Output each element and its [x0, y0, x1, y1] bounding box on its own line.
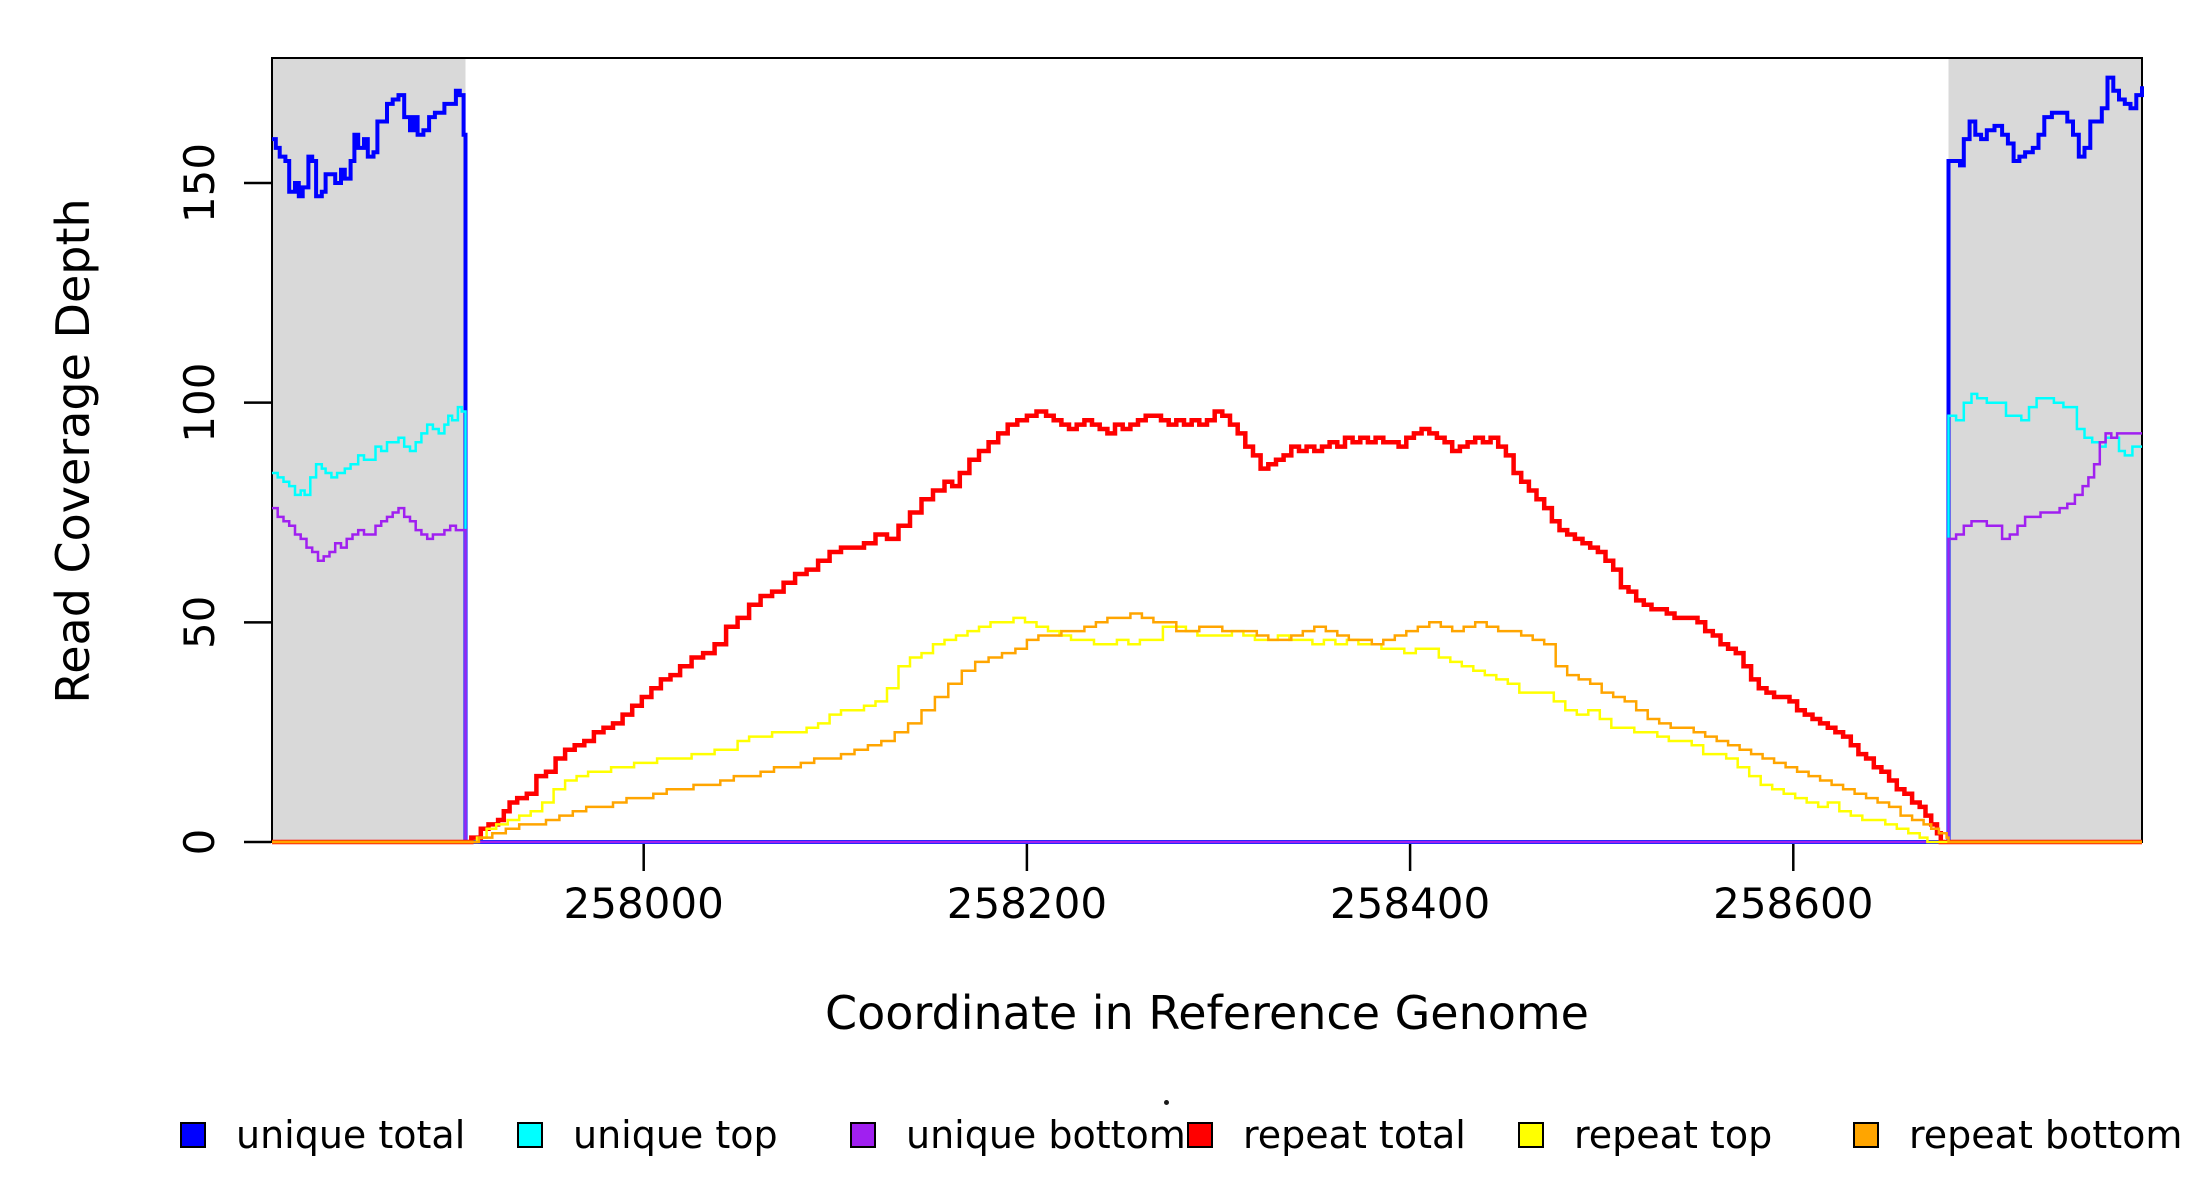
legend-item-unique-bottom: unique bottom: [850, 1113, 1186, 1157]
legend-item-unique-top: unique top: [517, 1113, 778, 1157]
legend-swatch-repeat-bottom: [1853, 1122, 1879, 1148]
x-tick-label: 258600: [1713, 879, 1873, 928]
y-tick-label: 100: [175, 363, 224, 443]
y-axis-title: Read Coverage Depth: [46, 198, 100, 704]
y-tick-label: 150: [175, 143, 224, 223]
y-tick-label: 50: [175, 596, 224, 649]
stray-dot-artifact: [1164, 1100, 1169, 1105]
legend-label-unique-bottom: unique bottom: [906, 1113, 1186, 1157]
series-unique-total: [272, 75, 2144, 844]
legend-label-unique-total: unique total: [236, 1113, 466, 1157]
legend-item-repeat-top: repeat top: [1518, 1113, 1773, 1157]
legend-swatch-repeat-top: [1518, 1122, 1544, 1148]
legend-item-repeat-total: repeat total: [1187, 1113, 1466, 1157]
legend-label-repeat-total: repeat total: [1243, 1113, 1466, 1157]
series-unique-top: [272, 392, 2142, 844]
y-tick-label: 0: [175, 829, 224, 856]
x-axis-title: Coordinate in Reference Genome: [825, 986, 1589, 1040]
x-tick-label: 258400: [1330, 879, 1490, 928]
series-repeat-total: [272, 409, 2142, 845]
legend-swatch-unique-total: [180, 1122, 206, 1148]
series-repeat-top: [272, 616, 2142, 844]
shaded-region-right: [1948, 58, 2142, 842]
legend: unique total unique top unique bottom repea…: [0, 1113, 2200, 1162]
legend-swatch-unique-top: [517, 1122, 543, 1148]
series-unique-bottom: [272, 432, 2142, 844]
plot-border: [271, 57, 2143, 843]
x-tick-label: 258000: [564, 879, 724, 928]
legend-swatch-unique-bottom: [850, 1122, 876, 1148]
legend-swatch-repeat-total: [1187, 1122, 1213, 1148]
legend-item-unique-total: unique total: [180, 1113, 466, 1157]
series-repeat-bottom: [272, 612, 2142, 844]
legend-item-repeat-bottom: repeat bottom: [1853, 1113, 2183, 1157]
x-tick-label: 258200: [947, 879, 1107, 928]
shaded-region-left: [272, 58, 466, 842]
legend-label-repeat-top: repeat top: [1574, 1113, 1773, 1157]
legend-label-repeat-bottom: repeat bottom: [1909, 1113, 2183, 1157]
legend-label-unique-top: unique top: [573, 1113, 778, 1157]
